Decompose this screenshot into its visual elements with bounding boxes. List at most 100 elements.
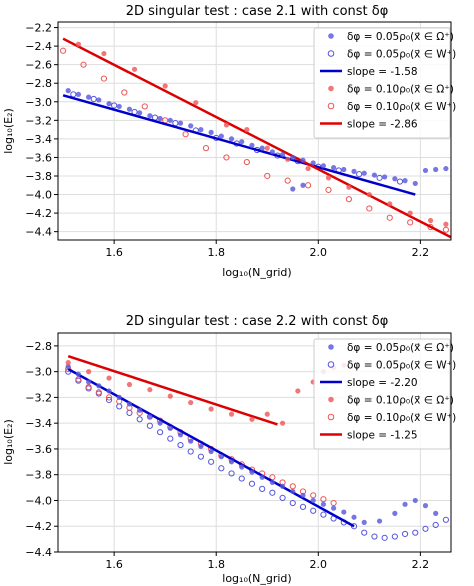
data-point — [223, 122, 230, 128]
legend: δφ = 0.05ρ₀(x⃗ ∈ Ω⁺) δφ = 0.05ρ₀(x⃗ ∈ W⁺)… — [313, 27, 456, 139]
legend-label: δφ = 0.05ρ₀(x⃗ ∈ W⁺) — [347, 49, 456, 61]
legend-label: δφ = 0.05ρ₀(x⃗ ∈ W⁺) — [347, 360, 456, 372]
data-point — [228, 459, 235, 465]
fit-line — [62, 37, 452, 239]
data-point — [167, 117, 173, 123]
data-point — [188, 438, 194, 444]
chart-case-2-2: 2D singular test : case 2.2 with const δ… — [2, 314, 456, 585]
data-point — [172, 120, 179, 127]
data-point — [279, 494, 286, 501]
data-point — [208, 406, 214, 412]
data-point — [96, 383, 102, 389]
data-point — [60, 47, 67, 54]
data-point — [320, 496, 327, 503]
data-point — [162, 83, 168, 89]
legend-marker-swatch — [328, 33, 334, 39]
data-point — [65, 363, 71, 370]
data-point — [432, 521, 439, 529]
data-point — [361, 529, 368, 536]
data-point — [208, 458, 215, 465]
data-point — [116, 103, 122, 110]
data-point — [320, 163, 327, 169]
data-point — [279, 420, 286, 426]
data-point — [147, 113, 153, 119]
data-point — [346, 184, 352, 190]
legend-marker-swatch — [327, 102, 335, 110]
chart-case-2-1: 2D singular test : case 2.1 with const δ… — [2, 4, 456, 279]
y-axis-label: log₁₀(E₂) — [2, 419, 15, 465]
data-point — [443, 221, 449, 227]
data-point — [146, 422, 153, 429]
data-point — [269, 479, 275, 486]
data-point — [167, 425, 173, 431]
data-point — [65, 88, 71, 94]
data-point — [126, 381, 133, 388]
data-point — [412, 180, 418, 187]
x-tick-label: 2.0 — [310, 246, 328, 259]
data-point — [239, 139, 245, 145]
data-point — [356, 171, 363, 178]
data-point — [182, 131, 189, 138]
data-point — [351, 168, 357, 174]
data-point — [366, 191, 372, 198]
data-point — [218, 133, 224, 139]
data-point — [177, 120, 184, 126]
y-tick-label: −3.8 — [25, 469, 52, 482]
data-point — [156, 429, 164, 436]
data-point — [197, 453, 205, 460]
data-point — [70, 91, 77, 98]
data-point — [290, 154, 296, 161]
data-point — [116, 394, 122, 401]
data-point — [412, 497, 418, 504]
data-point — [218, 454, 224, 460]
data-point — [300, 492, 306, 498]
data-point — [75, 91, 82, 97]
x-tick-label: 1.6 — [105, 558, 123, 571]
data-point — [259, 485, 266, 492]
data-point — [147, 414, 153, 420]
data-point — [177, 432, 184, 438]
plot-marks — [60, 37, 452, 239]
data-point — [259, 474, 265, 480]
x-axis-label: log₁₀(N_grid) — [222, 266, 291, 279]
data-point — [75, 371, 82, 377]
plot-frame — [57, 332, 452, 553]
legend-marker-swatch — [328, 396, 334, 403]
data-point — [259, 145, 265, 151]
x-axis-label: log₁₀(N_grid) — [222, 572, 291, 585]
data-point — [330, 499, 337, 507]
chart-title: 2D singular test : case 2.1 with const δ… — [126, 4, 389, 19]
data-point — [198, 127, 204, 133]
data-point — [433, 510, 439, 516]
legend-label: slope = -1.58 — [347, 66, 418, 78]
data-point — [310, 497, 316, 504]
data-point — [243, 158, 250, 166]
data-point — [361, 170, 367, 176]
data-point — [285, 156, 291, 162]
legend-label: δφ = 0.10ρ₀(x⃗ ∈ Ω⁺) — [347, 395, 454, 407]
legend: δφ = 0.05ρ₀(x⃗ ∈ Ω⁺) δφ = 0.05ρ₀(x⃗ ∈ W⁺)… — [313, 338, 456, 450]
data-point — [433, 166, 439, 173]
data-point — [351, 514, 357, 520]
data-point — [371, 533, 378, 540]
data-point — [304, 182, 312, 189]
y-tick-label: −2.2 — [25, 22, 52, 35]
data-point — [96, 97, 102, 103]
data-point — [341, 509, 347, 515]
data-point — [305, 165, 311, 172]
y-tick-label: −4.0 — [25, 494, 52, 507]
y-tick-label: −4.0 — [25, 189, 52, 202]
y-tick-label: −3.0 — [25, 366, 52, 379]
data-point — [320, 501, 327, 507]
data-point — [310, 160, 316, 166]
data-point — [187, 448, 194, 455]
data-point — [310, 507, 317, 514]
data-point — [136, 416, 143, 423]
data-point — [279, 483, 286, 489]
data-point — [86, 94, 92, 100]
data-point — [202, 145, 210, 152]
data-point — [244, 127, 250, 133]
data-point — [95, 389, 102, 396]
data-point — [386, 214, 393, 221]
x-tick-label: 2.0 — [310, 558, 328, 571]
